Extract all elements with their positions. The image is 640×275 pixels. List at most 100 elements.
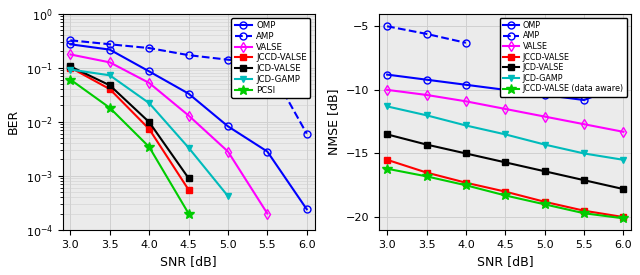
- VALSE: [224, 150, 232, 153]
- AMP: [106, 43, 114, 46]
- VALSE: [383, 88, 391, 92]
- JCD-VALSE: [185, 177, 193, 180]
- JCD-GAMP: [67, 68, 74, 71]
- AMP: [145, 46, 153, 50]
- JCD-GAMP: [224, 194, 232, 198]
- JCD-VALSE: [541, 170, 548, 173]
- JCD-GAMP: [580, 152, 588, 155]
- JCD-VALSE: [383, 133, 391, 136]
- JCCD-VALSE: [145, 127, 153, 131]
- AMP: [224, 58, 232, 61]
- Line: JCD-VALSE: JCD-VALSE: [383, 131, 627, 192]
- Line: OMP: OMP: [383, 71, 627, 103]
- PCSI: [145, 145, 153, 149]
- JCCD-VALSE: [580, 209, 588, 212]
- JCD-GAMP: [106, 74, 114, 77]
- JCD-GAMP: [462, 124, 470, 127]
- JCD-GAMP: [620, 158, 627, 161]
- JCCD-VALSE: [106, 87, 114, 91]
- OMP: [185, 92, 193, 95]
- OMP: [106, 48, 114, 51]
- AMP: [422, 32, 430, 35]
- Line: JCD-VALSE: JCD-VALSE: [67, 63, 192, 182]
- JCD-VALSE: [67, 65, 74, 68]
- JCCD-VALSE: [501, 190, 509, 193]
- JCD-VALSE: [106, 84, 114, 87]
- JCCD-VALSE: [185, 188, 193, 191]
- Line: AMP: AMP: [67, 37, 310, 137]
- OMP: [501, 88, 509, 92]
- JCD-VALSE: [422, 143, 430, 146]
- Legend: OMP, AMP, VALSE, JCCD-VALSE, JCD-VALSE, JCD-GAMP, PCSI: OMP, AMP, VALSE, JCCD-VALSE, JCD-VALSE, …: [231, 18, 310, 98]
- JCCD-VALSE (data aware): [541, 203, 548, 206]
- AMP: [383, 25, 391, 28]
- Legend: OMP, AMP, VALSE, JCCD-VALSE, JCD-VALSE, JCD-GAMP, JCCD-VALSE (data aware): OMP, AMP, VALSE, JCCD-VALSE, JCD-VALSE, …: [500, 18, 627, 97]
- AMP: [185, 54, 193, 57]
- Y-axis label: NMSE [dB]: NMSE [dB]: [328, 88, 340, 155]
- Line: JCCD-VALSE (data aware): JCCD-VALSE (data aware): [382, 164, 628, 223]
- Line: AMP: AMP: [383, 23, 469, 46]
- AMP: [303, 132, 310, 135]
- VALSE: [106, 61, 114, 64]
- Line: PCSI: PCSI: [65, 75, 193, 218]
- Y-axis label: BER: BER: [7, 109, 20, 134]
- Line: JCD-GAMP: JCD-GAMP: [383, 103, 627, 163]
- JCD-VALSE: [501, 161, 509, 164]
- Line: JCD-GAMP: JCD-GAMP: [67, 66, 232, 200]
- AMP: [67, 39, 74, 42]
- OMP: [303, 208, 310, 211]
- JCCD-VALSE (data aware): [383, 167, 391, 170]
- VALSE: [580, 123, 588, 126]
- X-axis label: SNR [dB]: SNR [dB]: [477, 255, 534, 268]
- Line: JCCD-VALSE: JCCD-VALSE: [67, 64, 192, 193]
- JCD-GAMP: [501, 133, 509, 136]
- JCD-VALSE: [145, 120, 153, 124]
- JCD-GAMP: [422, 114, 430, 117]
- OMP: [580, 98, 588, 102]
- JCCD-VALSE: [422, 171, 430, 174]
- PCSI: [185, 212, 193, 215]
- JCCD-VALSE: [67, 66, 74, 69]
- OMP: [145, 70, 153, 73]
- PCSI: [106, 106, 114, 109]
- VALSE: [541, 115, 548, 118]
- VALSE: [422, 93, 430, 97]
- OMP: [224, 125, 232, 128]
- JCD-GAMP: [541, 143, 548, 146]
- JCCD-VALSE: [383, 158, 391, 161]
- JCCD-VALSE (data aware): [422, 175, 430, 178]
- JCD-VALSE: [620, 188, 627, 191]
- JCD-VALSE: [462, 152, 470, 155]
- AMP: [462, 41, 470, 45]
- OMP: [462, 83, 470, 86]
- VALSE: [145, 81, 153, 85]
- VALSE: [620, 130, 627, 133]
- JCCD-VALSE (data aware): [501, 194, 509, 197]
- OMP: [67, 43, 74, 46]
- JCD-VALSE: [580, 178, 588, 182]
- JCCD-VALSE (data aware): [620, 217, 627, 220]
- OMP: [264, 150, 271, 153]
- VALSE: [67, 53, 74, 56]
- Line: JCCD-VALSE: JCCD-VALSE: [383, 156, 627, 221]
- OMP: [383, 73, 391, 76]
- VALSE: [462, 100, 470, 103]
- VALSE: [185, 114, 193, 117]
- JCCD-VALSE (data aware): [580, 211, 588, 215]
- AMP: [264, 62, 271, 65]
- JCD-GAMP: [383, 105, 391, 108]
- JCD-GAMP: [185, 146, 193, 149]
- Line: OMP: OMP: [67, 41, 310, 213]
- JCD-GAMP: [145, 101, 153, 105]
- VALSE: [264, 212, 271, 215]
- JCCD-VALSE: [620, 215, 627, 219]
- OMP: [541, 93, 548, 97]
- Line: VALSE: VALSE: [383, 86, 627, 135]
- VALSE: [501, 107, 509, 111]
- JCCD-VALSE (data aware): [462, 184, 470, 187]
- Line: VALSE: VALSE: [67, 51, 271, 217]
- OMP: [422, 78, 430, 81]
- JCCD-VALSE: [462, 181, 470, 184]
- PCSI: [67, 78, 74, 81]
- OMP: [620, 83, 627, 86]
